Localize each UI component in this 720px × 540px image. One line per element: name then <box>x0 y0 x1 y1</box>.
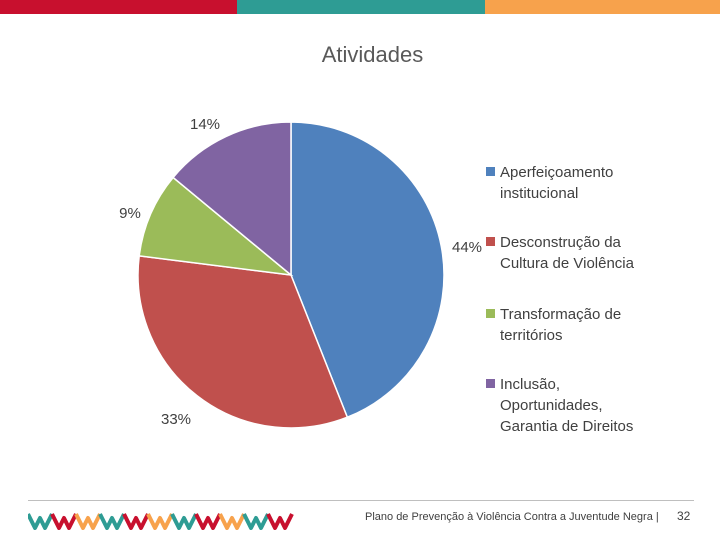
chart-title: Atividades <box>321 42 424 67</box>
logo-chevron <box>242 513 270 530</box>
pie-chart: 44% 33% 9% 14% <box>119 116 482 429</box>
legend-label: Transformação de <box>500 306 622 323</box>
legend-swatch <box>486 237 495 246</box>
logo-chevron <box>98 513 126 530</box>
legend-label: Garantia de Direitos <box>500 418 634 435</box>
legend-swatch <box>486 309 495 318</box>
legend-label: Cultura de Violência <box>500 255 634 272</box>
pie-slice <box>137 254 349 429</box>
logo-chevron <box>170 513 198 530</box>
header-band-red <box>0 0 237 14</box>
logo-chevron <box>146 513 174 530</box>
header-band-orange <box>485 0 720 14</box>
legend-swatch <box>486 167 495 176</box>
header-color-band <box>0 0 720 14</box>
pie-data-label: 33% <box>161 411 191 428</box>
legend-swatch <box>486 379 495 388</box>
legend-label: institucional <box>500 185 579 202</box>
logo-chevron <box>194 513 222 530</box>
logo-chevron <box>218 513 246 530</box>
logo-chevron <box>28 513 54 530</box>
legend-label: Aperfeiçoamento <box>500 164 614 181</box>
footer-divider <box>28 500 694 501</box>
legend-label: Inclusão, <box>500 376 561 393</box>
pie-slice <box>172 121 292 277</box>
pie-slice <box>138 176 294 277</box>
legend-label: territórios <box>500 327 563 344</box>
pie-data-label: 14% <box>190 116 220 133</box>
logo-chevron <box>50 513 78 530</box>
logo-chevron <box>122 513 150 530</box>
pie-data-label: 44% <box>452 239 482 256</box>
pie-slice <box>290 121 445 419</box>
pie-data-label: 9% <box>119 205 141 222</box>
logo-chevron <box>74 513 102 530</box>
legend-label: Oportunidades, <box>500 397 603 414</box>
legend-label: Desconstrução da <box>500 234 621 251</box>
logo-chevron <box>266 513 294 530</box>
program-logo <box>28 513 294 530</box>
page-number: 32 <box>677 509 691 523</box>
header-band-teal <box>237 0 485 14</box>
footer-caption: Plano de Prevenção à Violência Contra a … <box>365 511 659 523</box>
